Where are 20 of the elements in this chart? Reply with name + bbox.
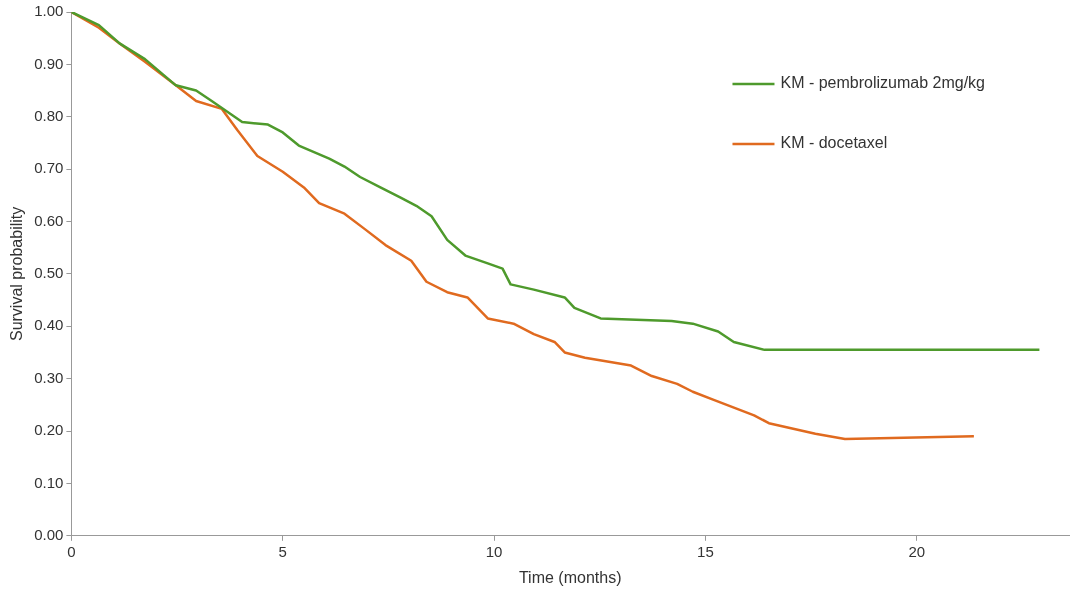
y-tick-label: 0.20 [34, 421, 64, 439]
y-tick-label: 0.30 [34, 368, 64, 386]
y-tick-label: 0.70 [34, 159, 64, 177]
x-axis-title: Time (months) [518, 568, 622, 586]
y-tick-label: 0.80 [34, 106, 64, 124]
x-tick-label: 0 [67, 542, 76, 560]
legend-label: KM - pembrolizumab 2mg/kg [780, 74, 985, 92]
y-tick-label: 0.60 [34, 211, 64, 229]
x-tick-label: 10 [485, 542, 503, 560]
x-tick-label: 15 [697, 542, 714, 560]
y-axis-title: Survival probability [8, 206, 26, 342]
y-tick-label: 0.10 [34, 473, 64, 491]
y-tick-label: 0.90 [34, 54, 64, 72]
y-tick-label: 0.40 [34, 316, 64, 334]
y-tick-label: 0.00 [34, 525, 64, 543]
x-tick-label: 20 [908, 542, 926, 560]
y-tick-label: 1.00 [34, 2, 64, 20]
legend-label: KM - docetaxel [780, 134, 888, 152]
y-tick-label: 0.50 [34, 264, 64, 282]
x-tick-label: 5 [278, 542, 287, 560]
